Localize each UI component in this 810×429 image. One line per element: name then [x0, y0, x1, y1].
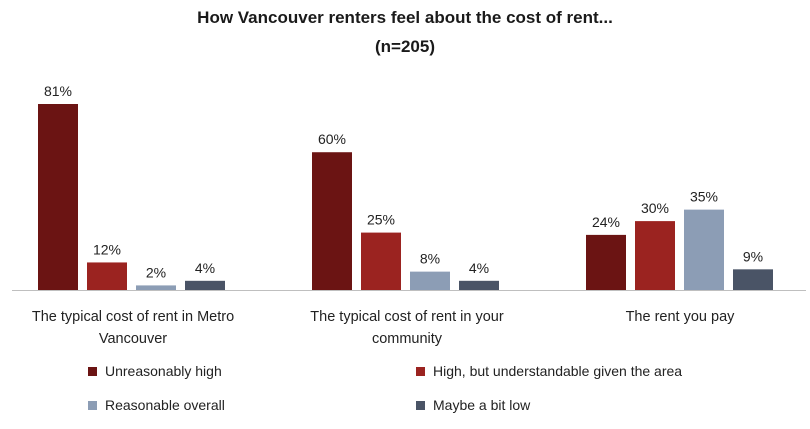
data-label: 12% [93, 241, 121, 257]
category-label-line: The typical cost of rent in Metro [31, 309, 235, 325]
data-label: 8% [420, 251, 440, 267]
chart-subtitle: (n=205) [375, 37, 435, 56]
category-label-line: community [371, 331, 443, 347]
legend-label: Unreasonably high [105, 363, 222, 379]
data-label: 4% [195, 260, 215, 276]
legend-swatch [88, 400, 97, 410]
legend-swatch [416, 366, 425, 376]
category-label: The typical cost of rent in Metro Vancouv… [3, 306, 263, 350]
bar [136, 285, 176, 290]
bar [38, 104, 78, 290]
data-label: 30% [641, 200, 669, 216]
bar [361, 232, 401, 290]
category-label: The typical cost of rent in your communit… [277, 306, 537, 350]
bar [684, 209, 724, 290]
category-label-line: The rent you pay [625, 309, 735, 325]
chart-title: How Vancouver renters feel about the cos… [197, 8, 613, 27]
data-label: 35% [690, 189, 718, 205]
bar [410, 271, 450, 290]
data-label: 60% [318, 131, 346, 147]
bar [733, 269, 773, 290]
data-label: 4% [469, 260, 489, 276]
legend-swatch [88, 366, 97, 376]
category-label: The rent you pay [550, 306, 810, 328]
category-label-line: The typical cost of rent in your [310, 309, 504, 325]
category-label-line: Vancouver [98, 331, 168, 347]
data-label: 25% [367, 212, 395, 228]
data-label: 9% [743, 248, 763, 264]
legend-item: Maybe a bit low [416, 397, 530, 413]
data-label: 2% [146, 264, 166, 280]
bar [87, 262, 127, 290]
legend-item: Reasonable overall [88, 397, 225, 413]
bar [459, 280, 499, 290]
bar [586, 234, 626, 290]
legend-item: High, but understandable given the area [416, 363, 682, 379]
bar [635, 221, 675, 290]
legend-item: Unreasonably high [88, 363, 222, 379]
data-label: 24% [592, 214, 620, 230]
legend-label: Reasonable overall [105, 397, 225, 413]
legend-label: High, but understandable given the area [433, 363, 683, 379]
data-label: 81% [44, 83, 72, 99]
legend-label: Maybe a bit low [433, 397, 531, 413]
bar [312, 152, 352, 290]
bar [185, 280, 225, 290]
legend-swatch [416, 400, 425, 410]
